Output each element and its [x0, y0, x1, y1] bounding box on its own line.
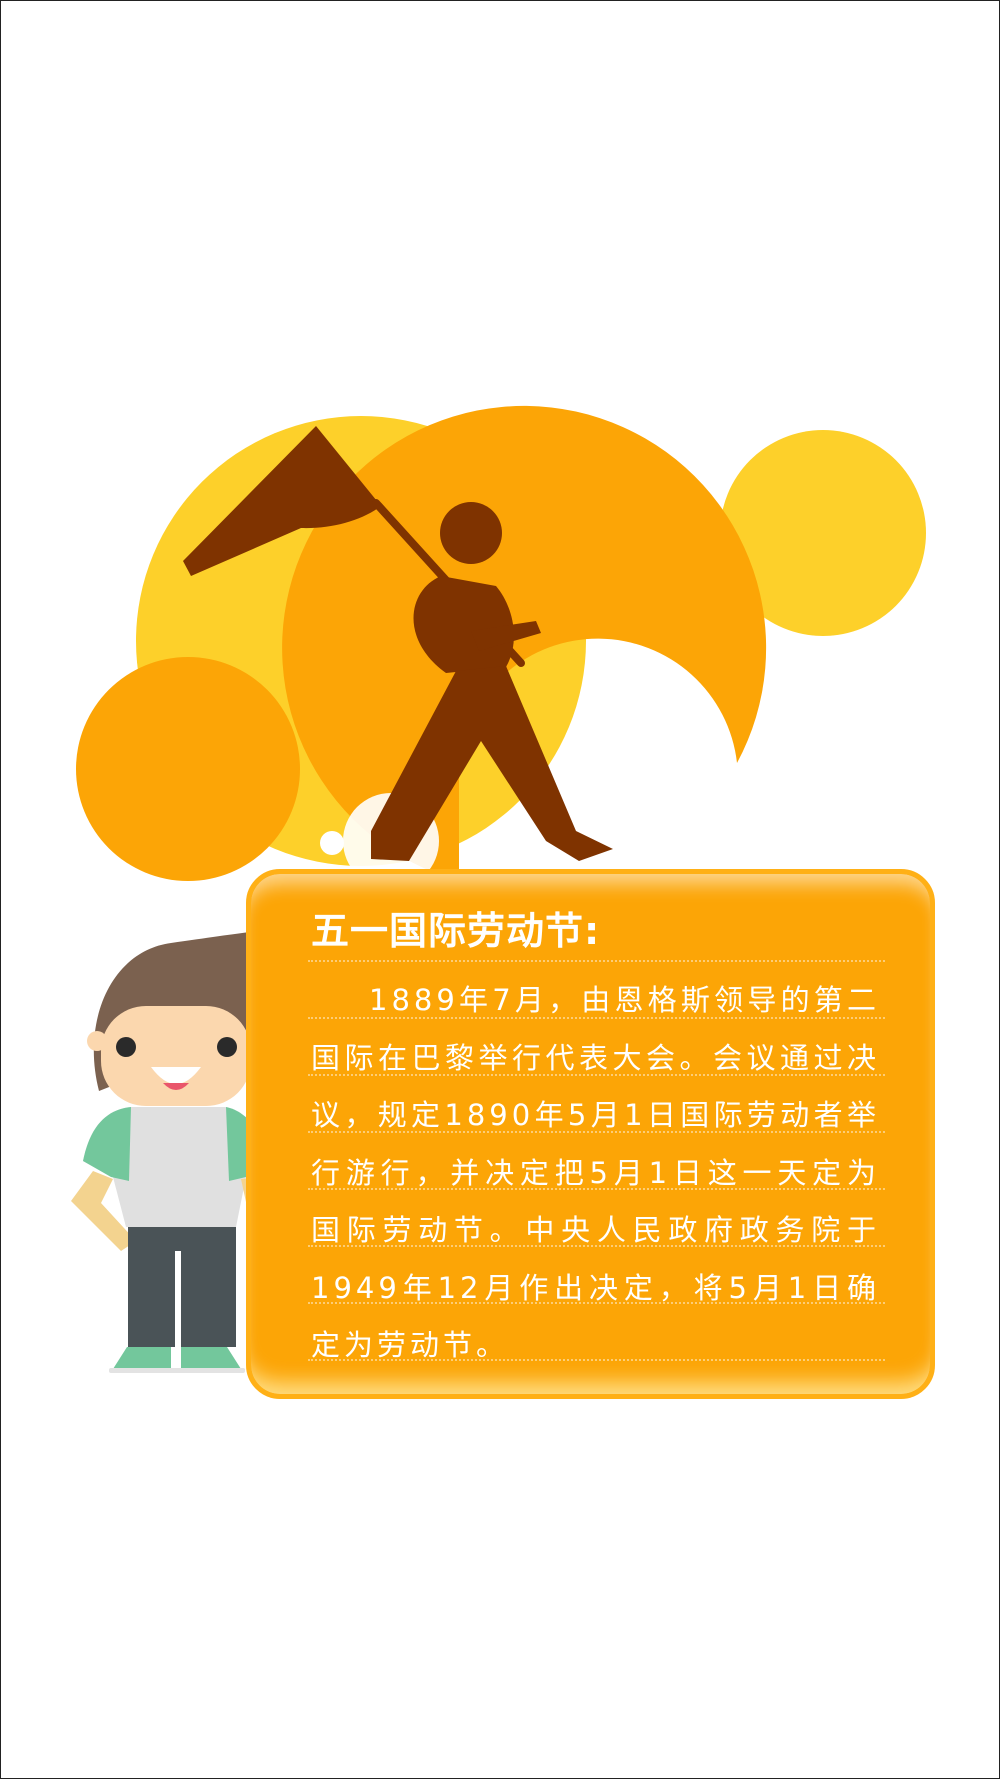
- flag-bearer-icon: [183, 426, 613, 861]
- boy-right-shoe: [181, 1347, 241, 1369]
- tiny-white-bubble: [320, 831, 344, 855]
- card-body-text: 1889年7月，由恩格斯领导的第二国际在巴黎举行代表大会。会议通过决议，规定18…: [311, 983, 880, 1362]
- info-card: 五一国际劳动节: 1889年7月，由恩格斯领导的第二国际在巴黎举行代表大会。会议…: [246, 869, 935, 1399]
- boy-mouth: [151, 1067, 201, 1084]
- boy-face: [101, 1006, 251, 1106]
- boy-right-eye: [217, 1037, 237, 1057]
- boy-left-shoe: [113, 1347, 171, 1369]
- ruled-lines: [308, 960, 885, 1416]
- boy-pants: [128, 1227, 236, 1347]
- boy-left-eye: [116, 1037, 136, 1057]
- big-orange-arc: [282, 405, 767, 881]
- flag-icon: [183, 426, 381, 576]
- small-yellow-circle: [720, 430, 926, 636]
- boy-left-arm: [71, 1171, 136, 1251]
- small-orange-circle: [76, 657, 300, 881]
- card-title: 五一国际劳动节:: [311, 909, 601, 953]
